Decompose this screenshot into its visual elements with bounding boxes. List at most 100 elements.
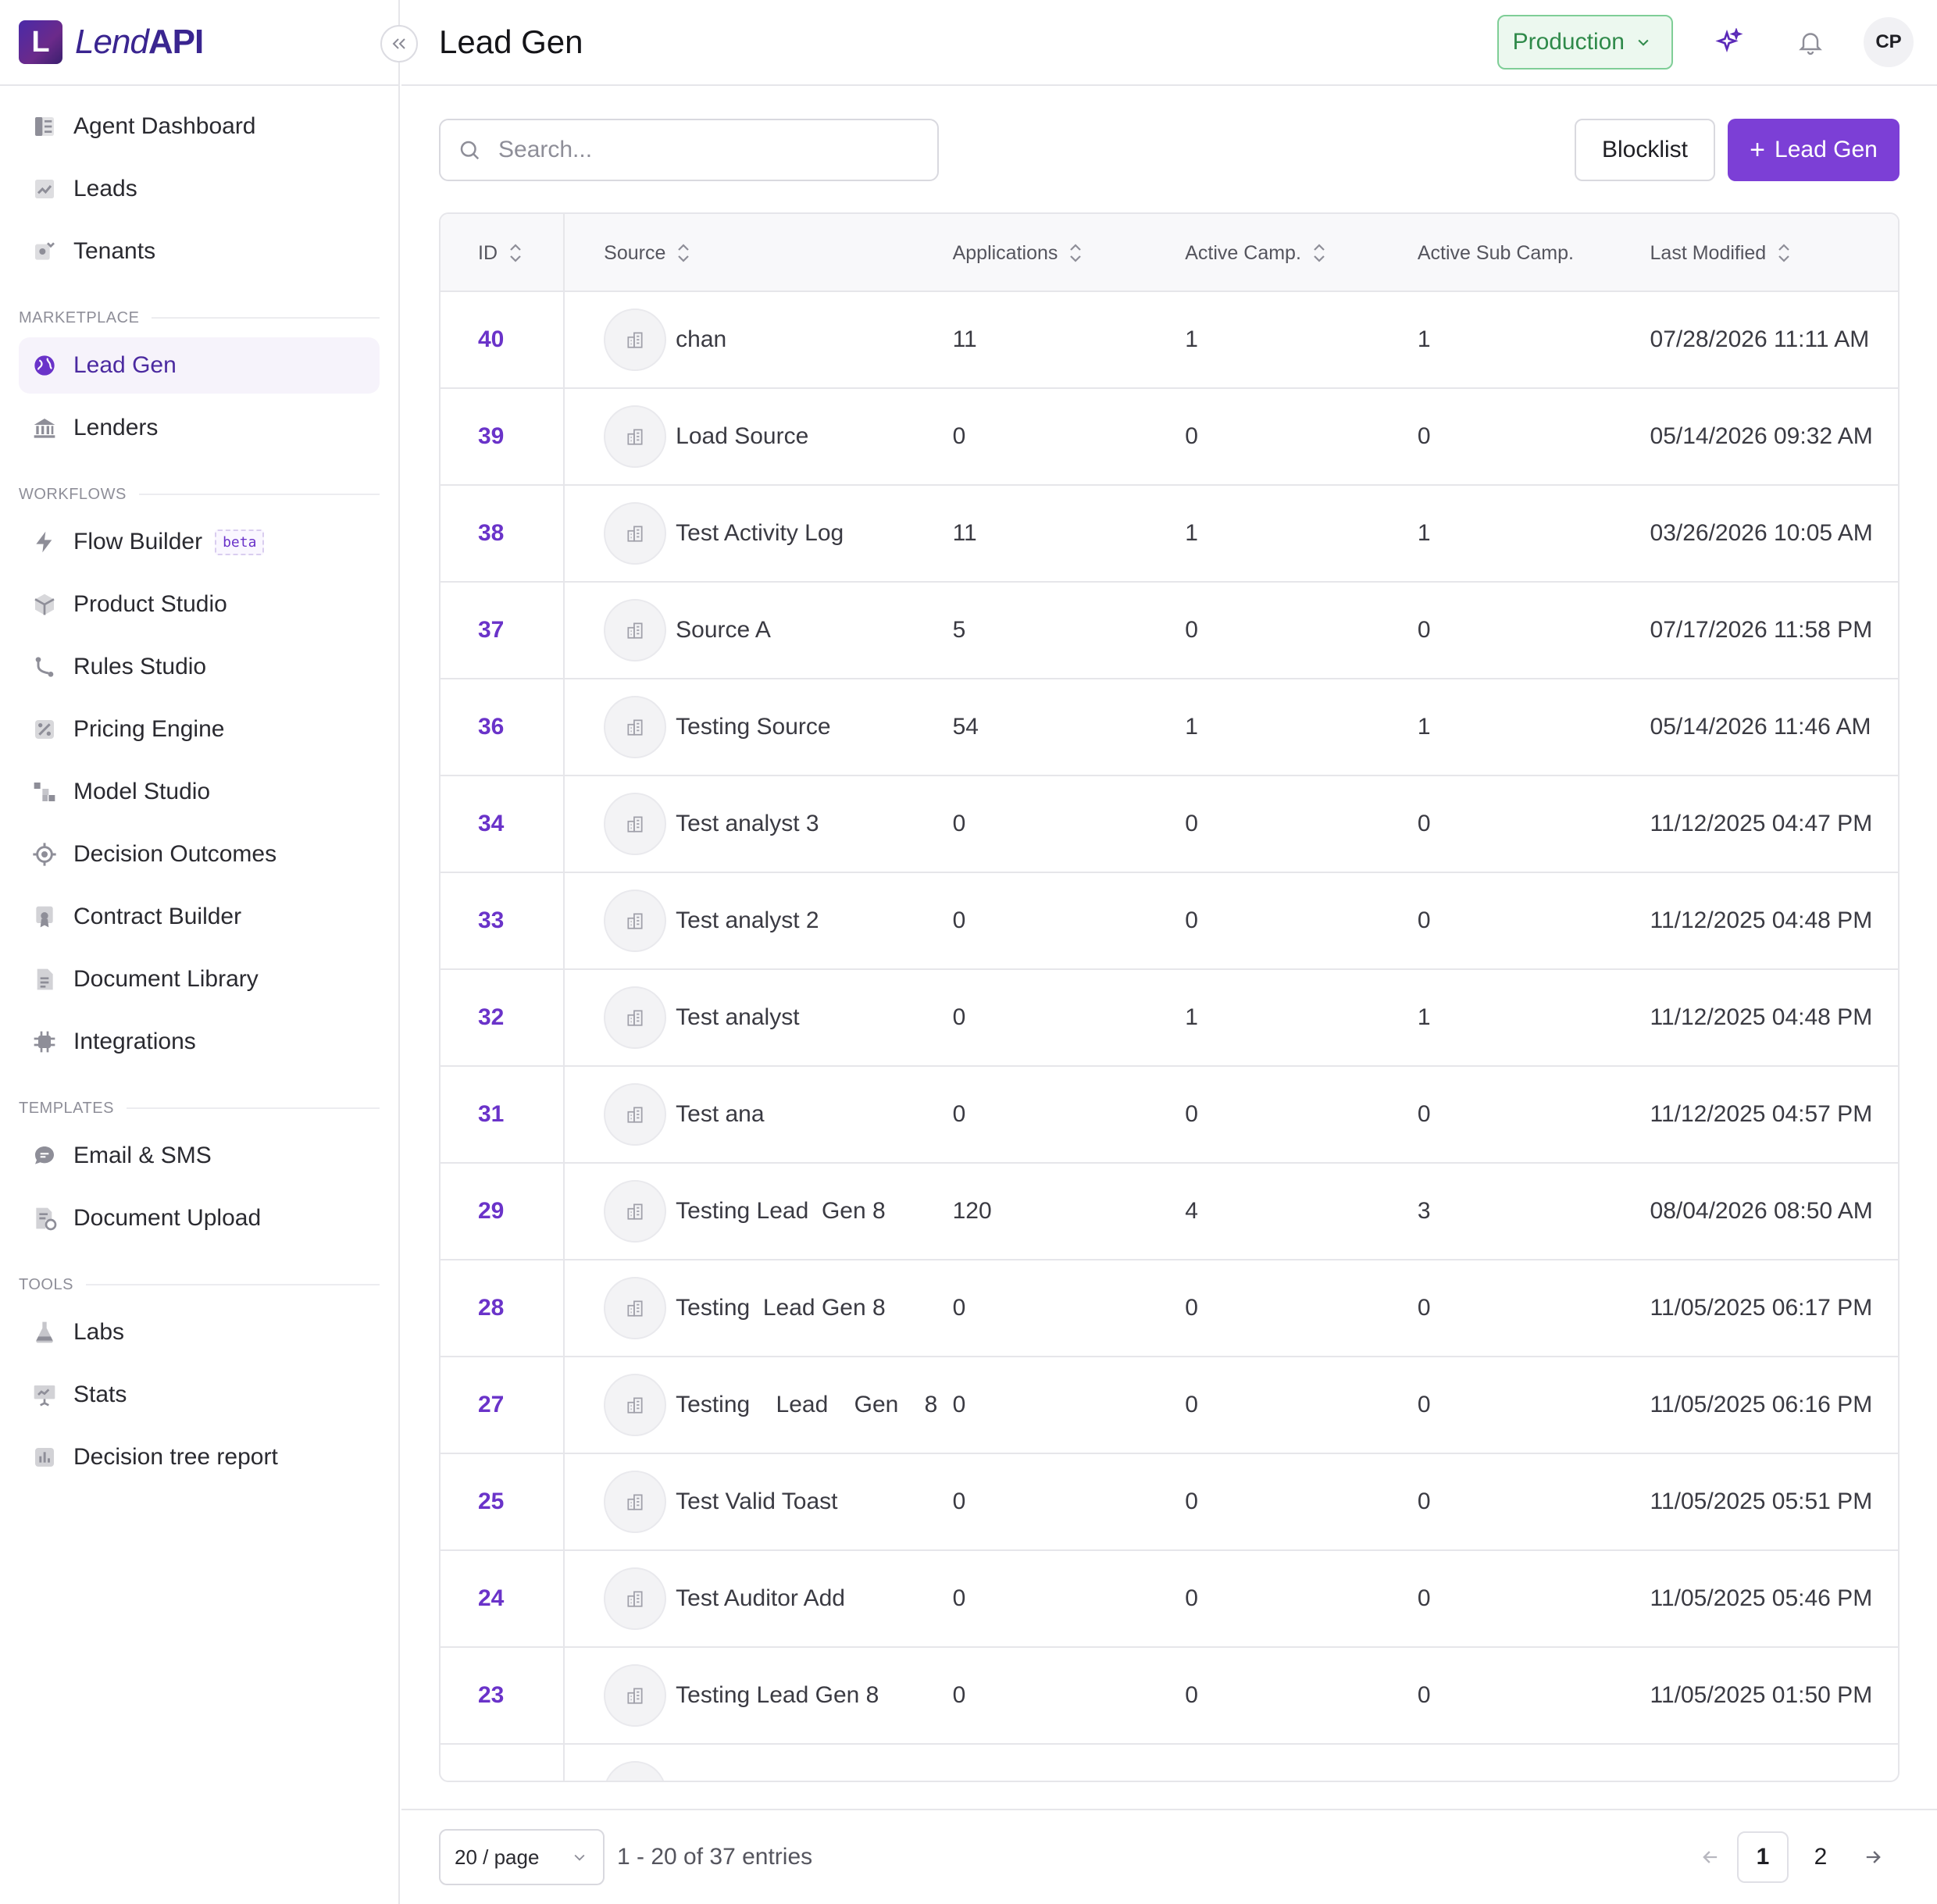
table-row[interactable]: 37 Source A 5 0 0 07/17/2026 11:58 PM bbox=[441, 583, 1898, 679]
source-name: Testing Lead Gen 8 bbox=[676, 1392, 938, 1417]
cell-source bbox=[565, 1745, 952, 1781]
table-row[interactable]: 36 Testing Source 54 1 1 05/14/2026 11:46 AM bbox=[441, 679, 1898, 776]
table-row[interactable] bbox=[441, 1745, 1898, 1781]
sidebar-item-lead-gen[interactable]: Lead Gen bbox=[19, 337, 380, 394]
cell-active-sub-camp: 0 bbox=[1417, 1682, 1431, 1708]
sidebar-item-label: Stats bbox=[73, 1382, 127, 1407]
cell-id[interactable]: 27 bbox=[441, 1357, 565, 1453]
sidebar-item-lenders[interactable]: Lenders bbox=[19, 400, 380, 456]
prev-page-button[interactable] bbox=[1687, 1834, 1734, 1881]
page-size-select[interactable]: 20 / page bbox=[439, 1829, 605, 1885]
sort-icon[interactable] bbox=[1777, 242, 1791, 264]
table-row[interactable]: 24 Test Auditor Add 0 0 0 11/05/2025 05:46 PM bbox=[441, 1551, 1898, 1648]
sidebar-item-integrations[interactable]: Integrations bbox=[19, 1014, 380, 1070]
table-row[interactable]: 28 Testing Lead Gen 8 0 0 0 11/05/2025 06:17 … bbox=[441, 1260, 1898, 1357]
sidebar-item-labs[interactable]: Labs bbox=[19, 1304, 380, 1360]
source-name: Test analyst bbox=[676, 1004, 800, 1030]
column-header-applications[interactable]: Applications bbox=[953, 214, 1186, 292]
sidebar-item-document-library[interactable]: Document Library bbox=[19, 951, 380, 1007]
cell-id[interactable]: 39 bbox=[441, 389, 565, 484]
building-icon bbox=[604, 405, 667, 468]
cell-applications: 5 bbox=[952, 617, 966, 643]
sidebar-item-email-sms[interactable]: Email & SMS bbox=[19, 1128, 380, 1184]
sidebar-item-agent-dashboard[interactable]: Agent Dashboard bbox=[19, 98, 380, 155]
table-row[interactable]: 39 Load Source 0 0 0 05/14/2026 09:32 AM bbox=[441, 389, 1898, 486]
cell-id[interactable] bbox=[441, 1745, 565, 1781]
blocklist-button[interactable]: Blocklist bbox=[1575, 119, 1715, 181]
sidebar-item-flow-builder[interactable]: Flow Builder beta bbox=[19, 514, 380, 570]
sort-icon[interactable] bbox=[1068, 242, 1083, 264]
cell-id[interactable]: 36 bbox=[441, 679, 565, 775]
building-icon bbox=[604, 1761, 667, 1781]
sort-icon[interactable] bbox=[1312, 242, 1326, 264]
page-1-button[interactable]: 1 bbox=[1737, 1831, 1789, 1883]
sort-icon[interactable] bbox=[676, 242, 690, 264]
table-row[interactable]: 34 Test analyst 3 0 0 0 11/12/2025 04:47 PM bbox=[441, 776, 1898, 873]
sidebar-item-label: Model Studio bbox=[73, 779, 211, 804]
cell-id[interactable]: 32 bbox=[441, 970, 565, 1065]
sidebar-item-leads[interactable]: Leads bbox=[19, 161, 380, 217]
cell-id[interactable]: 24 bbox=[441, 1551, 565, 1646]
sidebar-item-decision-outcomes[interactable]: Decision Outcomes bbox=[19, 826, 380, 882]
cell-id[interactable]: 34 bbox=[441, 776, 565, 872]
cell-active-sub-camp: 1 bbox=[1417, 714, 1431, 740]
globe-icon bbox=[31, 352, 58, 379]
brand-name[interactable]: LendAPI bbox=[75, 23, 204, 62]
search-box[interactable] bbox=[439, 119, 939, 181]
add-lead-gen-button[interactable]: + Lead Gen bbox=[1728, 119, 1900, 181]
cell-last-modified: 11/05/2025 06:17 PM bbox=[1650, 1295, 1873, 1321]
column-header-last-modified[interactable]: Last Modified bbox=[1650, 214, 1898, 292]
cell-source: Testing Lead Gen 8 bbox=[565, 1260, 952, 1356]
brand-logo[interactable]: L bbox=[19, 20, 62, 64]
next-page-button[interactable] bbox=[1850, 1834, 1896, 1881]
cell-last-modified: 11/05/2025 05:46 PM bbox=[1650, 1585, 1873, 1611]
building-icon bbox=[604, 1664, 667, 1727]
table-row[interactable]: 40 chan 11 1 1 07/28/2026 11:11 AM bbox=[441, 292, 1898, 389]
cell-active-sub-camp: 0 bbox=[1417, 1295, 1431, 1321]
cell-id[interactable]: 37 bbox=[441, 583, 565, 678]
cell-id[interactable]: 40 bbox=[441, 292, 565, 387]
user-avatar[interactable]: CP bbox=[1864, 17, 1914, 67]
column-header-label: ID bbox=[478, 241, 498, 264]
sidebar-item-tenants[interactable]: Tenants bbox=[19, 223, 380, 280]
table-row[interactable]: 29 Testing Lead Gen 8 120 4 3 08/04/2026 08:5… bbox=[441, 1164, 1898, 1260]
collapse-sidebar-button[interactable] bbox=[380, 25, 418, 62]
notifications-button[interactable] bbox=[1785, 17, 1835, 67]
table-row[interactable]: 23 Testing Lead Gen 8 0 0 0 11/05/2025 01:50 … bbox=[441, 1648, 1898, 1745]
cell-id[interactable]: 38 bbox=[441, 486, 565, 581]
cell-id[interactable]: 23 bbox=[441, 1648, 565, 1743]
ai-sparkle-button[interactable] bbox=[1704, 17, 1754, 67]
cell-id[interactable]: 29 bbox=[441, 1164, 565, 1259]
sidebar-item-product-studio[interactable]: Product Studio bbox=[19, 576, 380, 633]
table-row[interactable]: 38 Test Activity Log 11 1 1 03/26/2026 10:05 … bbox=[441, 486, 1898, 583]
search-input[interactable] bbox=[498, 137, 920, 163]
table-row[interactable]: 25 Test Valid Toast 0 0 0 11/05/2025 05:51 PM bbox=[441, 1454, 1898, 1551]
cell-id[interactable]: 33 bbox=[441, 873, 565, 968]
cell-source: Testing Lead Gen 8 bbox=[565, 1357, 952, 1453]
sidebar-item-rules-studio[interactable]: Rules Studio bbox=[19, 639, 380, 695]
pagination-footer: 20 / page 1 - 20 of 37 entries 1 2 bbox=[401, 1809, 1937, 1904]
sidebar-item-contract-builder[interactable]: Contract Builder bbox=[19, 889, 380, 945]
lead-gen-table: ID Source Applications Active Camp. Acti… bbox=[439, 212, 1900, 1782]
table-row[interactable]: 27 Testing Lead Gen 8 0 0 0 11/05/2025 06:16 … bbox=[441, 1357, 1898, 1454]
cell-id[interactable]: 28 bbox=[441, 1260, 565, 1356]
column-header-id[interactable]: ID bbox=[441, 214, 565, 292]
sidebar-item-stats[interactable]: Stats bbox=[19, 1367, 380, 1423]
page-2-button[interactable]: 2 bbox=[1814, 1844, 1828, 1870]
cell-id[interactable]: 31 bbox=[441, 1067, 565, 1162]
double-chevron-left-icon bbox=[392, 38, 405, 49]
sidebar-item-pricing-engine[interactable]: Pricing Engine bbox=[19, 701, 380, 758]
sidebar-item-model-studio[interactable]: Model Studio bbox=[19, 764, 380, 820]
sidebar-item-document-upload[interactable]: Document Upload bbox=[19, 1190, 380, 1246]
cell-id[interactable]: 25 bbox=[441, 1454, 565, 1549]
column-header-source[interactable]: Source bbox=[565, 214, 952, 292]
sort-icon[interactable] bbox=[508, 242, 523, 264]
column-header-active-camp[interactable]: Active Camp. bbox=[1185, 214, 1418, 292]
table-row[interactable]: 33 Test analyst 2 0 0 0 11/12/2025 04:48 PM bbox=[441, 873, 1898, 970]
sidebar-item-label: Tenants bbox=[73, 238, 156, 264]
sidebar-item-decision-tree-report[interactable]: Decision tree report bbox=[19, 1429, 380, 1485]
cell-active-camp: 0 bbox=[1185, 1682, 1198, 1708]
environment-dropdown[interactable]: Production bbox=[1496, 15, 1673, 70]
table-row[interactable]: 32 Test analyst 0 1 1 11/12/2025 04:48 PM bbox=[441, 970, 1898, 1067]
table-row[interactable]: 31 Test ana 0 0 0 11/12/2025 04:57 PM bbox=[441, 1067, 1898, 1164]
